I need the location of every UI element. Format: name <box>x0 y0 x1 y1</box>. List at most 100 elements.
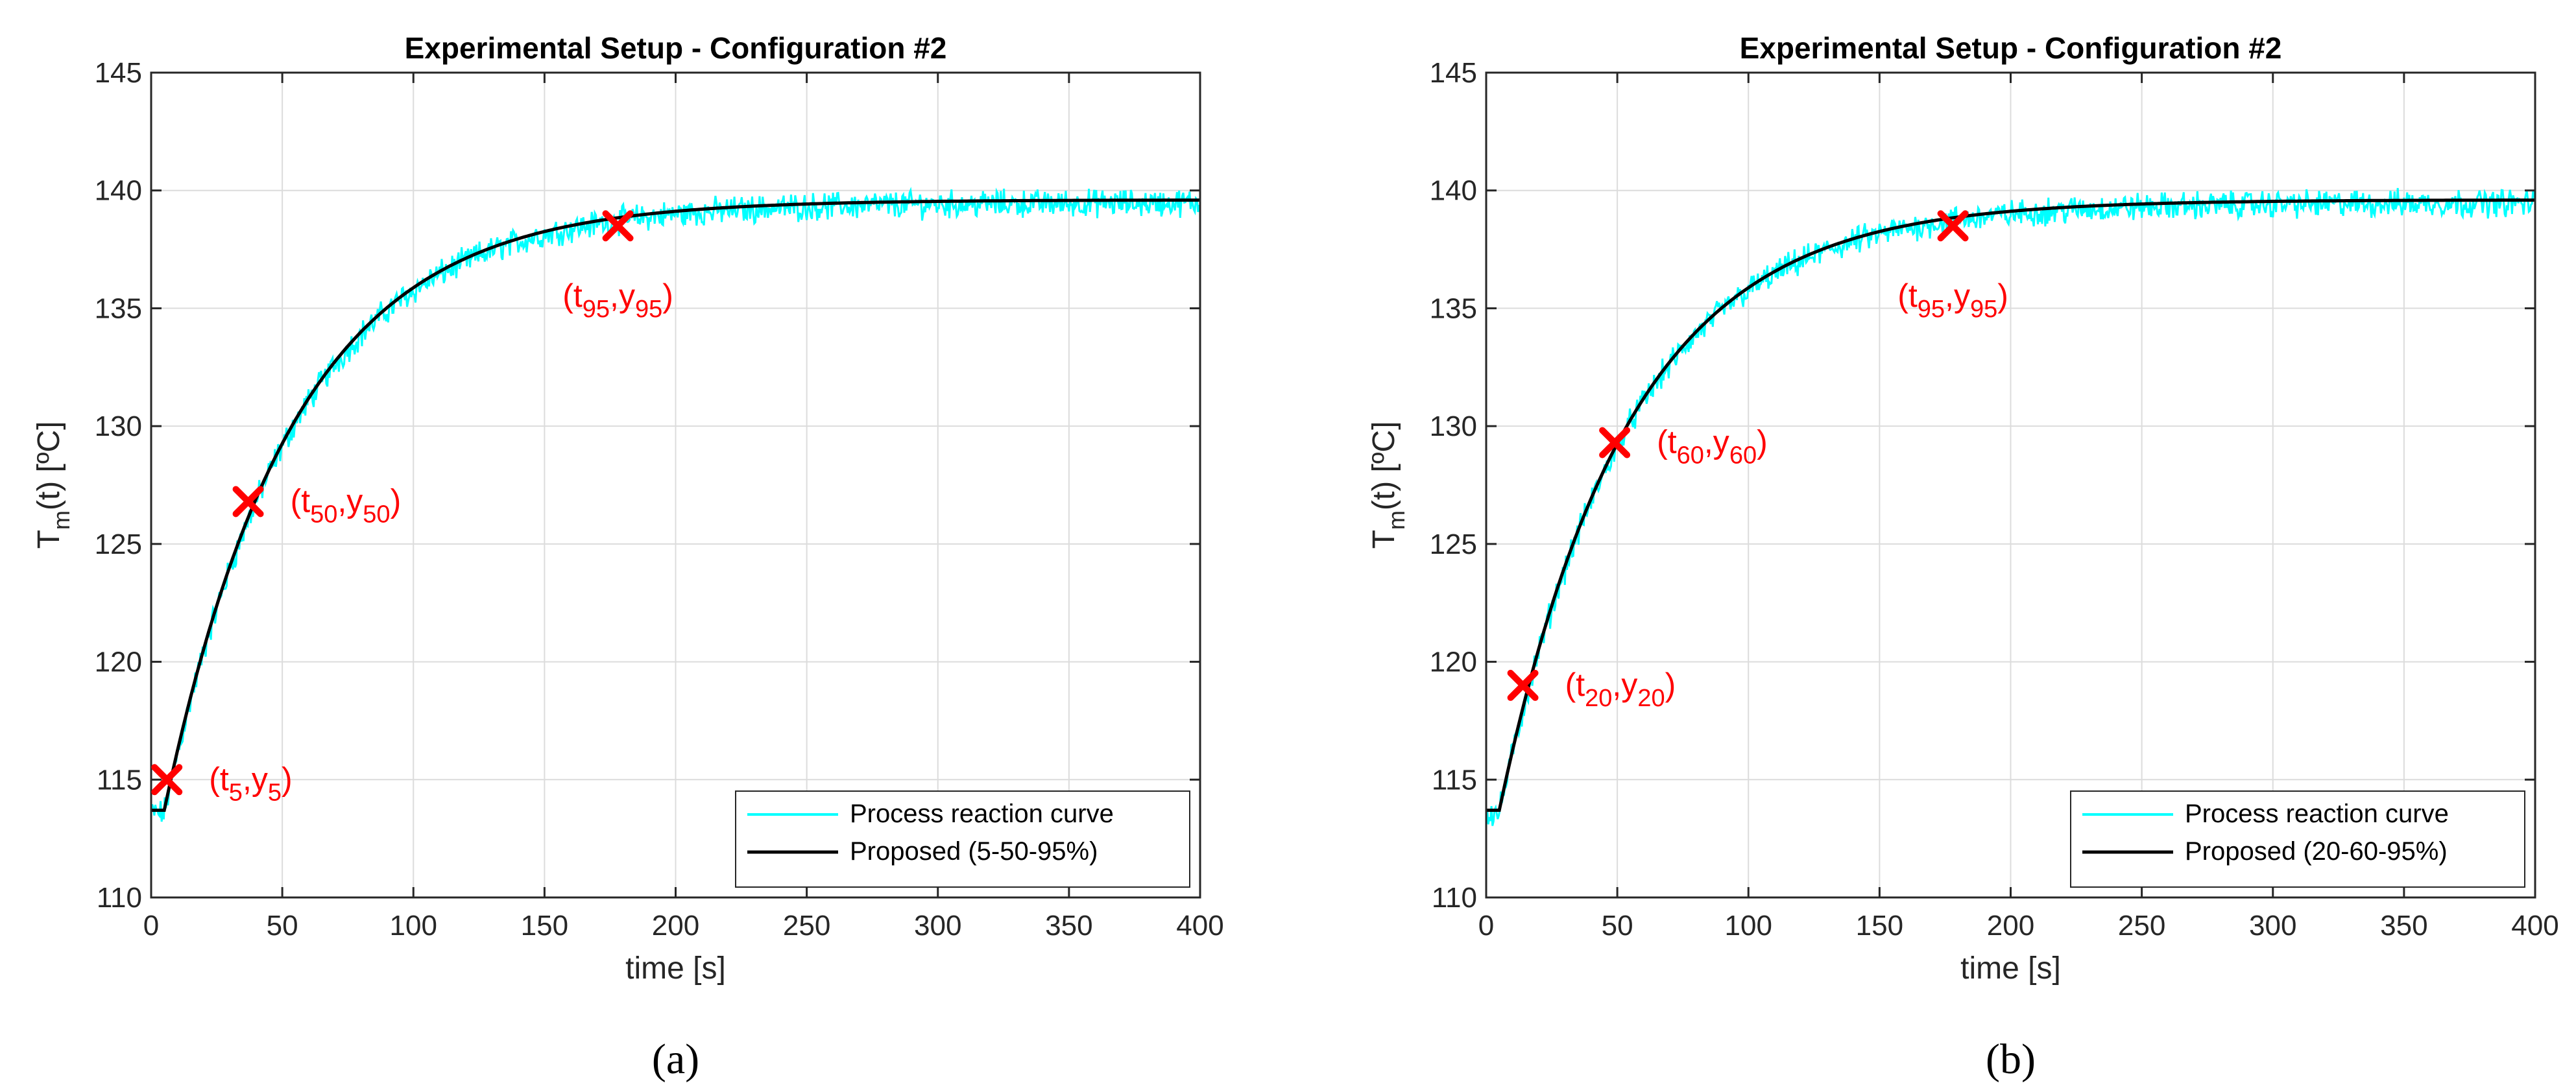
y-tick-label: 120 <box>1430 647 1477 678</box>
x-axis-label: time [s] <box>1960 951 2061 986</box>
x-tick-label: 0 <box>143 910 159 942</box>
marker-label-close: ) <box>1665 667 1676 703</box>
marker-label-sub: 95 <box>635 296 662 323</box>
y-tick-label: 130 <box>95 410 142 442</box>
x-tick-label: 250 <box>783 910 830 942</box>
chart-a: 0 50 100 150 200 250 300 350 400 110 115 120 125 130 1… <box>32 31 1224 1083</box>
series-proposed-model <box>1486 198 2536 812</box>
y-tick-label: 115 <box>1432 764 1477 796</box>
chart-b: 0 50 100 150 200 250 300 350 400 110 115 120 125 130 1… <box>1367 31 2559 1083</box>
marker-label-sub: 60 <box>1677 442 1704 469</box>
marker-label-sub: 20 <box>1637 685 1665 712</box>
y-axis-label: Tm(t) [ºC] <box>32 421 75 549</box>
y-tick-label: 115 <box>97 764 142 796</box>
marker-label-sub: 60 <box>1729 442 1757 469</box>
marker-label-close: ) <box>282 761 293 797</box>
x-tick-label: 50 <box>267 910 298 942</box>
series-proposed-model <box>151 198 1201 812</box>
marker-label-y: ,y <box>610 278 635 314</box>
y-tick-label: 145 <box>95 57 142 89</box>
marker-label-sub: 50 <box>310 501 337 528</box>
y-tick-label: 130 <box>1430 410 1477 442</box>
marker-label: (t50,y50) <box>291 482 402 528</box>
y-label-main: T <box>32 530 66 549</box>
marker-label-sub: 95 <box>583 296 610 323</box>
legend-entry: Process reaction curve <box>2185 800 2449 828</box>
y-tick-label: 125 <box>1430 528 1477 560</box>
marker-x <box>232 486 264 517</box>
marker-label: (t60,y60) <box>1657 424 1768 469</box>
marker-label-y: ,y <box>1612 667 1637 703</box>
marker-label-close: ) <box>1997 278 2008 314</box>
x-tick-label: 150 <box>1856 910 1903 942</box>
legend: Process reaction curve Proposed (20-60-95… <box>2070 790 2525 888</box>
series-process-reaction-curve <box>150 187 1201 822</box>
x-tick-label: 50 <box>1602 910 1633 942</box>
marker-x <box>1599 427 1631 458</box>
x-tick-label: 300 <box>914 910 961 942</box>
marker-label-close: ) <box>391 482 402 519</box>
y-tick-label: 135 <box>1430 292 1477 324</box>
x-tick-label: 400 <box>1176 910 1223 942</box>
x-tick-label: 0 <box>1478 910 1494 942</box>
marker-label: (t20,y20) <box>1565 667 1676 712</box>
marker-label-close: ) <box>1757 424 1768 460</box>
marker-label-sub: 20 <box>1585 685 1612 712</box>
y-tick-label: 145 <box>1430 57 1477 89</box>
marker-x <box>151 764 183 796</box>
x-tick-label: 200 <box>652 910 699 942</box>
x-tick-label: 400 <box>2511 910 2558 942</box>
x-tick-label: 300 <box>2249 910 2296 942</box>
chart-title: Experimental Setup - Configuration #2 <box>405 31 947 65</box>
legend-entry: Proposed (5-50-95%) <box>850 837 1098 866</box>
marker-label-t: (t <box>291 482 311 519</box>
y-tick-label: 135 <box>95 292 142 324</box>
marker-label-y: ,y <box>1945 278 1970 314</box>
x-tick-label: 100 <box>1725 910 1772 942</box>
marker-label-sub: 5 <box>229 779 243 806</box>
y-label-sub: m <box>48 510 75 530</box>
y-tick-label: 140 <box>95 175 142 207</box>
marker-label-y: ,y <box>243 761 268 797</box>
marker-label-sub: 5 <box>268 779 282 806</box>
y-label-sub: m <box>1383 510 1410 530</box>
legend-entry: Process reaction curve <box>850 800 1114 828</box>
marker-label-y: ,y <box>337 482 363 519</box>
marker-label-t: (t <box>1897 278 1918 314</box>
marker-label-close: ) <box>662 278 673 314</box>
marker-label-t: (t <box>562 278 583 314</box>
legend-entry: Proposed (20-60-95%) <box>2185 837 2448 866</box>
marker-label: (t5,y5) <box>209 761 292 806</box>
marker-x <box>1937 210 1969 242</box>
subfigure-label: (a) <box>652 1036 699 1083</box>
y-tick-label: 120 <box>95 647 142 678</box>
x-tick-label: 350 <box>2380 910 2427 942</box>
subfigure-label: (b) <box>1986 1036 2036 1083</box>
series-process-reaction-curve <box>1485 187 2536 826</box>
x-axis-label: time [s] <box>625 951 726 986</box>
marker-label: (t95,y95) <box>562 278 673 323</box>
marker-label-sub: 50 <box>363 501 390 528</box>
marker-label-t: (t <box>1565 667 1585 703</box>
y-label-main: T <box>1367 530 1401 549</box>
y-label-rest: (t) [ºC] <box>1367 421 1401 511</box>
y-tick-label: 125 <box>95 528 142 560</box>
marker-x <box>1507 669 1539 701</box>
marker-label-sub: 95 <box>1970 296 1997 323</box>
marker-label-t: (t <box>1657 424 1677 460</box>
y-tick-label: 140 <box>1430 175 1477 207</box>
marker-label: (t95,y95) <box>1897 278 2008 323</box>
x-tick-label: 350 <box>1045 910 1092 942</box>
y-label-rest: (t) [ºC] <box>32 421 66 511</box>
y-axis-label: Tm(t) [ºC] <box>1367 421 1410 549</box>
x-tick-label: 150 <box>521 910 568 942</box>
x-tick-label: 250 <box>2118 910 2165 942</box>
marker-label-y: ,y <box>1704 424 1729 460</box>
y-tick-label: 110 <box>1432 882 1477 914</box>
x-tick-label: 200 <box>1987 910 2034 942</box>
y-tick-label: 110 <box>97 882 142 914</box>
marker-x <box>602 210 634 242</box>
legend: Process reaction curve Proposed (5-50-95%… <box>735 790 1190 888</box>
marker-label-sub: 95 <box>1918 296 1945 323</box>
